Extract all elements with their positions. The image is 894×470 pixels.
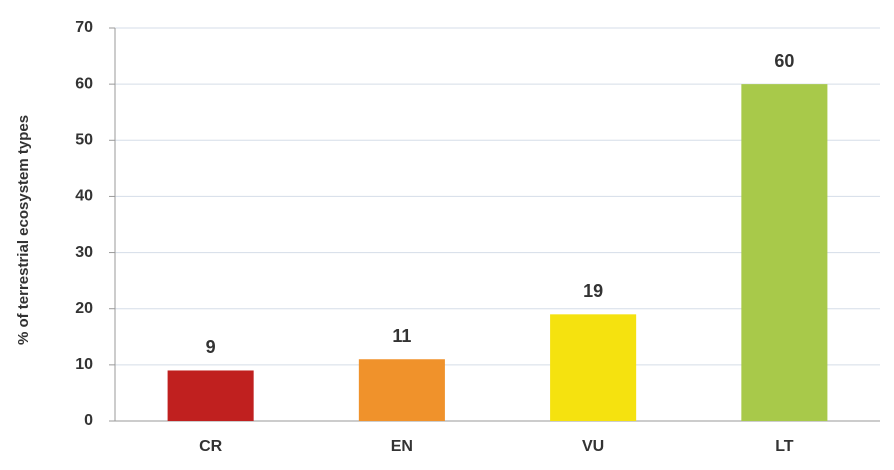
x-tick-label: VU xyxy=(582,438,604,455)
bar xyxy=(550,314,637,421)
bar xyxy=(358,359,445,421)
bar xyxy=(167,370,254,421)
x-tick-label: EN xyxy=(391,438,413,455)
value-label: 9 xyxy=(206,337,216,357)
value-label: 60 xyxy=(774,51,794,71)
x-tick-label: CR xyxy=(199,438,223,455)
y-tick-label: 40 xyxy=(75,188,93,205)
y-tick-label: 50 xyxy=(75,132,93,149)
y-tick-label: 30 xyxy=(75,244,93,261)
y-tick-label: 60 xyxy=(75,75,93,92)
x-tick-label: LT xyxy=(775,438,794,455)
y-tick-label: 0 xyxy=(84,412,93,429)
y-tick-label: 70 xyxy=(75,19,93,36)
y-tick-label: 20 xyxy=(75,300,93,317)
bar xyxy=(741,84,828,422)
y-axis-title: % of terrestrial ecosystem types xyxy=(15,115,32,345)
value-label: 11 xyxy=(392,326,411,346)
y-tick-label: 10 xyxy=(75,356,93,373)
value-label: 19 xyxy=(583,281,603,301)
